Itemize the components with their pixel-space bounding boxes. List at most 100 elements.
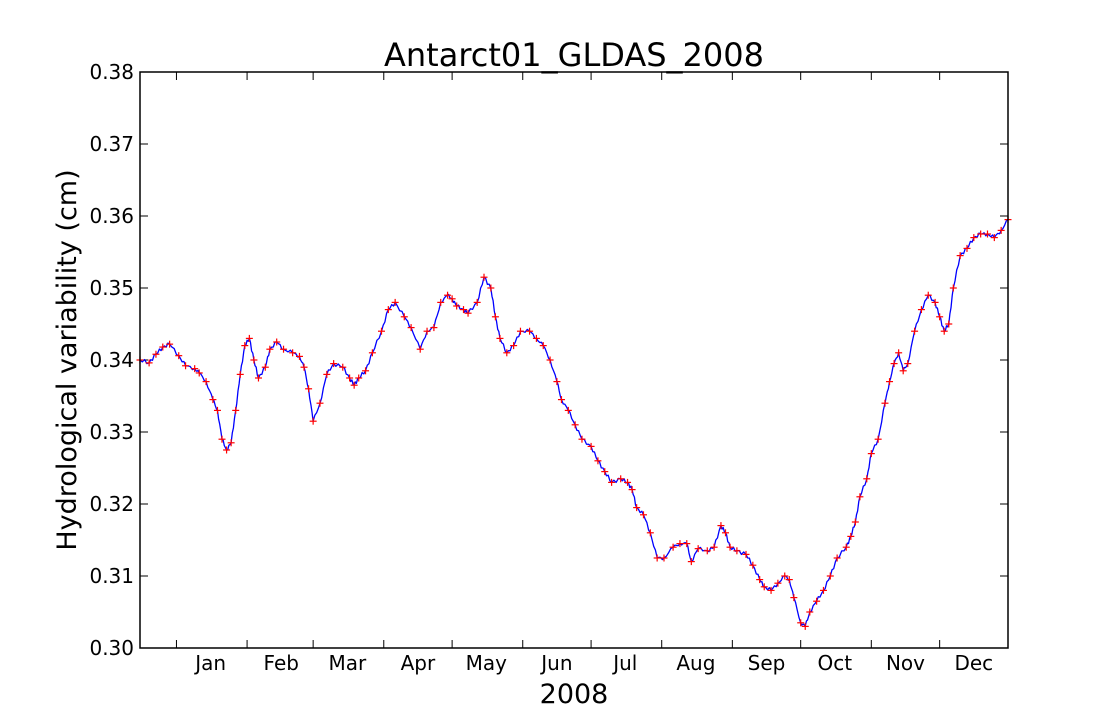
- x-tick-label: Jan: [193, 651, 226, 675]
- data-point-marker: [159, 343, 167, 351]
- data-point-marker: [437, 298, 445, 306]
- data-point-marker: [733, 547, 741, 555]
- data-point-marker: [601, 468, 609, 476]
- data-point-marker: [660, 554, 668, 562]
- data-point-marker: [430, 324, 438, 332]
- data-point-marker: [936, 313, 944, 321]
- data-point-marker: [305, 385, 313, 393]
- data-point-marker: [917, 306, 925, 314]
- data-point-marker: [617, 475, 625, 483]
- data-point-marker: [289, 349, 297, 357]
- data-point-marker: [687, 558, 695, 566]
- y-tick-label: 0.32: [89, 492, 134, 516]
- data-point-marker: [801, 622, 809, 630]
- data-point-marker: [423, 327, 431, 335]
- data-point-marker: [895, 349, 903, 357]
- data-point-marker: [624, 478, 632, 486]
- data-point-marker: [863, 475, 871, 483]
- data-point-marker: [516, 327, 524, 335]
- data-point-marker: [209, 396, 217, 404]
- data-point-marker: [350, 381, 358, 389]
- data-point-marker: [703, 547, 711, 555]
- data-point-marker: [166, 340, 174, 348]
- data-point-marker: [232, 406, 240, 414]
- data-point-marker: [806, 608, 814, 616]
- data-point-marker: [464, 309, 472, 317]
- x-tick-label: Apr: [401, 651, 436, 675]
- x-tick-label: Aug: [676, 651, 715, 675]
- data-point-marker: [213, 406, 221, 414]
- data-point-marker: [339, 363, 347, 371]
- data-point-marker: [633, 504, 641, 512]
- data-point-marker: [587, 442, 595, 450]
- data-point-marker: [785, 576, 793, 584]
- data-point-marker: [300, 363, 308, 371]
- data-point-marker: [261, 363, 269, 371]
- data-point-marker: [940, 327, 948, 335]
- data-point-marker: [487, 284, 495, 292]
- data-point-marker: [646, 529, 654, 537]
- data-point-marker: [842, 543, 850, 551]
- data-point-marker: [931, 298, 939, 306]
- data-point-marker: [416, 345, 424, 353]
- data-point-marker: [473, 298, 481, 306]
- data-point-marker: [749, 561, 757, 569]
- data-point-marker: [726, 543, 734, 551]
- data-point-marker: [970, 234, 978, 242]
- data-point-marker: [911, 327, 919, 335]
- data-point-marker: [676, 540, 684, 548]
- x-tick-label: Jul: [611, 651, 637, 675]
- data-point-marker: [924, 291, 932, 299]
- data-point-marker: [280, 345, 288, 353]
- data-point-marker: [890, 360, 898, 368]
- data-point-marker: [710, 543, 718, 551]
- data-point-marker: [847, 532, 855, 540]
- data-point-marker: [377, 327, 385, 335]
- data-point-marker: [195, 369, 203, 377]
- data-point-marker: [295, 352, 303, 360]
- data-point-marker: [990, 234, 998, 242]
- data-point-marker: [355, 374, 363, 382]
- data-point-marker: [526, 327, 534, 335]
- y-tick-label: 0.36: [89, 204, 134, 228]
- x-tick-label: May: [466, 651, 508, 675]
- ticks-layer: 0.30 0.31 0.32 0.33 0.34 0.35 0.36 0.37 0.38 Jan F…: [89, 60, 1008, 675]
- data-point-marker: [578, 435, 586, 443]
- data-point-marker: [362, 367, 370, 375]
- data-point-marker: [152, 350, 160, 358]
- data-point-marker: [851, 518, 859, 526]
- x-tick-label: Oct: [818, 651, 853, 675]
- data-point-marker: [145, 359, 153, 367]
- data-point-marker: [742, 550, 750, 558]
- data-point-marker: [323, 370, 331, 378]
- x-tick-label: Dec: [954, 651, 993, 675]
- data-point-marker: [546, 356, 554, 364]
- data-point-marker: [391, 298, 399, 306]
- y-tick-label: 0.34: [89, 348, 134, 372]
- data-point-marker: [813, 597, 821, 605]
- data-point-marker: [949, 284, 957, 292]
- data-point-marker: [460, 306, 468, 314]
- data-point-marker: [856, 493, 864, 501]
- data-point-marker: [881, 399, 889, 407]
- data-point-marker: [669, 543, 677, 551]
- data-point-marker: [553, 378, 561, 386]
- data-point-marker: [218, 435, 226, 443]
- data-point-marker: [683, 540, 691, 548]
- data-point-marker: [819, 586, 827, 594]
- data-point-marker: [867, 450, 875, 458]
- data-point-marker: [191, 365, 199, 373]
- data-point-marker: [956, 252, 964, 260]
- data-point-marker: [571, 421, 579, 429]
- data-point-marker: [407, 324, 415, 332]
- data-point-marker: [175, 352, 183, 360]
- data-point-marker: [628, 486, 636, 494]
- data-point-marker: [384, 306, 392, 314]
- data-point-marker: [448, 295, 456, 303]
- data-point-marker: [346, 374, 354, 382]
- data-point-marker: [594, 457, 602, 465]
- x-tick-label: Sep: [748, 651, 786, 675]
- x-tick-label: Nov: [886, 651, 925, 675]
- data-point-marker: [564, 406, 572, 414]
